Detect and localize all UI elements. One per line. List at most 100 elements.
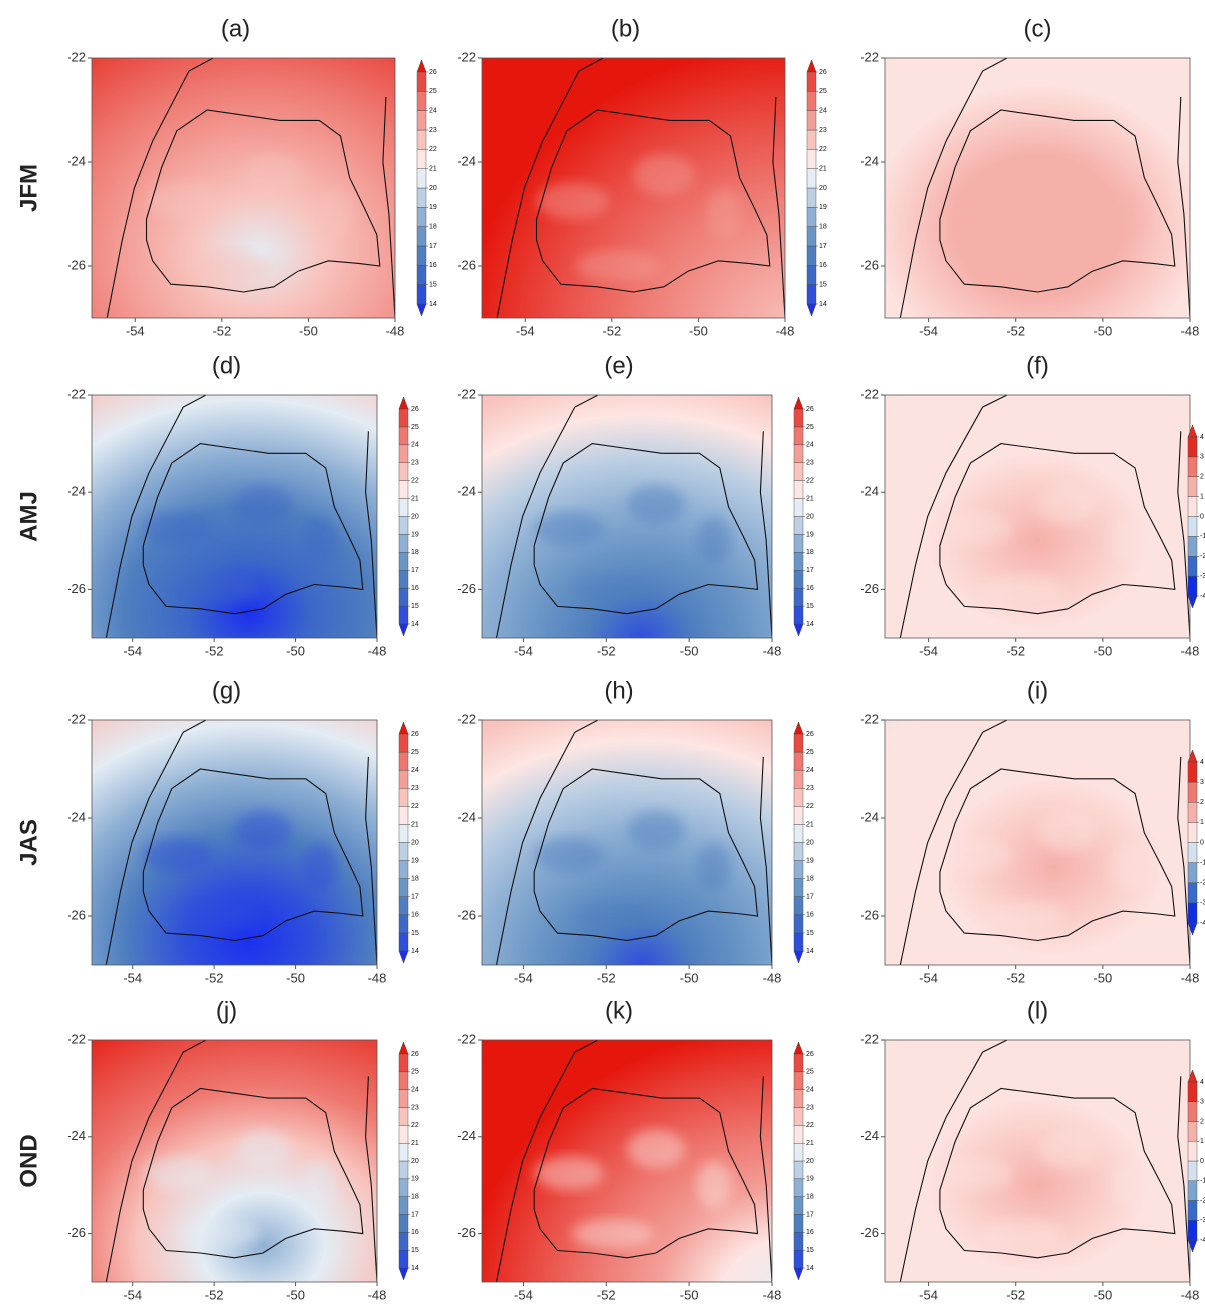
lat-tick-label: -26 bbox=[860, 907, 879, 922]
colorbar-label: 1 bbox=[1200, 493, 1204, 500]
state-outline bbox=[533, 1087, 759, 1259]
field-blob bbox=[939, 511, 1014, 546]
lon-tick-label: -54 bbox=[919, 643, 938, 658]
state-outline bbox=[939, 1087, 1176, 1259]
colorbar-end bbox=[398, 1267, 409, 1281]
colorbar-label: 21 bbox=[806, 1140, 814, 1147]
field-blob bbox=[575, 250, 661, 282]
lon-tick-label: -48 bbox=[1181, 323, 1200, 338]
border-line bbox=[899, 1040, 1008, 1282]
colorbar-label: 19 bbox=[429, 204, 437, 211]
colorbar-segment bbox=[398, 733, 409, 753]
colorbar-label: 0 bbox=[1200, 513, 1204, 520]
colorbar-segment bbox=[398, 1071, 409, 1090]
colorbar-segment bbox=[1187, 1081, 1198, 1102]
lon-tick-label: -50 bbox=[680, 1287, 699, 1302]
colorbar-segment bbox=[398, 552, 409, 571]
field-blob bbox=[633, 154, 695, 196]
field-blob bbox=[534, 837, 604, 872]
colorbar-label: 20 bbox=[806, 1158, 814, 1165]
field-blob bbox=[302, 1161, 338, 1210]
lat-tick-label: -22 bbox=[860, 386, 879, 401]
lat-tick-label: -26 bbox=[67, 581, 86, 596]
field-blob bbox=[939, 837, 1014, 872]
colorbar-segment bbox=[806, 168, 817, 189]
panel-label: (l) bbox=[1027, 997, 1048, 1024]
colorbar-segment bbox=[793, 516, 804, 535]
colorbar-label: 17 bbox=[411, 894, 419, 901]
coast-line bbox=[772, 96, 785, 318]
colorbar-segment bbox=[416, 187, 427, 208]
lat-tick-label: -24 bbox=[860, 1128, 879, 1143]
border-line bbox=[495, 1040, 599, 1282]
plot-frame bbox=[481, 57, 786, 319]
colorbar-label: -2 bbox=[1200, 553, 1205, 560]
colorbar-label: 18 bbox=[806, 1194, 814, 1201]
colorbar-label: 23 bbox=[411, 460, 419, 467]
border-line bbox=[899, 395, 1008, 638]
colorbar-segment bbox=[416, 91, 427, 111]
colorbar-segment bbox=[1187, 1180, 1198, 1201]
colorbar-label: 18 bbox=[806, 549, 814, 556]
colorbar-label: -2 bbox=[1200, 1197, 1205, 1204]
colorbar-label: 15 bbox=[806, 1247, 814, 1254]
colorbar-segment bbox=[398, 462, 409, 481]
colorbar-label: 18 bbox=[819, 224, 827, 231]
colorbar-segment bbox=[1187, 556, 1198, 577]
colorbar-segment bbox=[398, 1160, 409, 1180]
colorbar-label: 14 bbox=[429, 301, 437, 308]
colorbar-segment bbox=[416, 207, 427, 227]
state-outline bbox=[939, 443, 1176, 615]
colorbar-label: 20 bbox=[819, 185, 827, 192]
field-blob bbox=[234, 810, 292, 850]
panel-label: (d) bbox=[212, 352, 241, 379]
coast-line bbox=[365, 756, 377, 965]
lon-tick-label: -50 bbox=[1093, 323, 1112, 338]
lon-tick-label: -52 bbox=[205, 643, 224, 658]
colorbar-label: 16 bbox=[806, 912, 814, 919]
colorbar-segment bbox=[793, 1125, 804, 1144]
colorbar-label: 24 bbox=[806, 1087, 814, 1094]
lon-tick-label: -52 bbox=[1006, 323, 1025, 338]
colorbar-label: 26 bbox=[411, 1051, 419, 1058]
field-blob bbox=[1037, 1129, 1099, 1169]
lon-tick-label: -48 bbox=[1181, 1287, 1200, 1302]
lat-tick-label: -26 bbox=[860, 257, 879, 272]
colorbar-label: -1 bbox=[1200, 533, 1205, 540]
panel-label: (a) bbox=[221, 15, 250, 42]
plot-frame bbox=[481, 394, 773, 639]
colorbar-segment bbox=[398, 842, 409, 861]
lon-tick-label: -54 bbox=[126, 323, 145, 338]
lat-tick-label: -26 bbox=[67, 907, 86, 922]
colorbar-label: 16 bbox=[411, 1229, 419, 1236]
lon-tick-label: -50 bbox=[1093, 1287, 1112, 1302]
map-panel bbox=[92, 58, 395, 318]
colorbar-end bbox=[416, 59, 427, 73]
colorbar-segment bbox=[398, 1178, 409, 1197]
state-outline bbox=[142, 1087, 364, 1259]
colorbar-segment bbox=[398, 1249, 409, 1269]
map-panel bbox=[885, 1040, 1190, 1282]
colorbar-label: 21 bbox=[806, 495, 814, 502]
lon-tick-label: -50 bbox=[286, 643, 305, 658]
colorbar-segment bbox=[793, 860, 804, 879]
colorbar-segment bbox=[398, 932, 409, 952]
field-blob bbox=[1110, 1161, 1148, 1210]
colorbar-label: -2 bbox=[1200, 880, 1205, 887]
lon-tick-label: -48 bbox=[1181, 970, 1200, 985]
lon-tick-label: -50 bbox=[680, 643, 699, 658]
lat-tick-label: -22 bbox=[67, 386, 86, 401]
field-blob bbox=[143, 511, 212, 546]
colorbar-label: 19 bbox=[806, 531, 814, 538]
field-blob bbox=[571, 1219, 654, 1249]
field-blob bbox=[536, 182, 610, 220]
map-panel bbox=[482, 58, 785, 318]
colorbar-segment bbox=[416, 226, 427, 247]
lat-tick-label: -26 bbox=[457, 1225, 476, 1240]
colorbar-label: 14 bbox=[806, 948, 814, 955]
colorbar-segment bbox=[793, 1071, 804, 1090]
colorbar-label: 24 bbox=[411, 767, 419, 774]
lon-tick-label: -52 bbox=[597, 643, 616, 658]
colorbar-end bbox=[793, 1041, 804, 1055]
lon-tick-label: -50 bbox=[1093, 643, 1112, 658]
